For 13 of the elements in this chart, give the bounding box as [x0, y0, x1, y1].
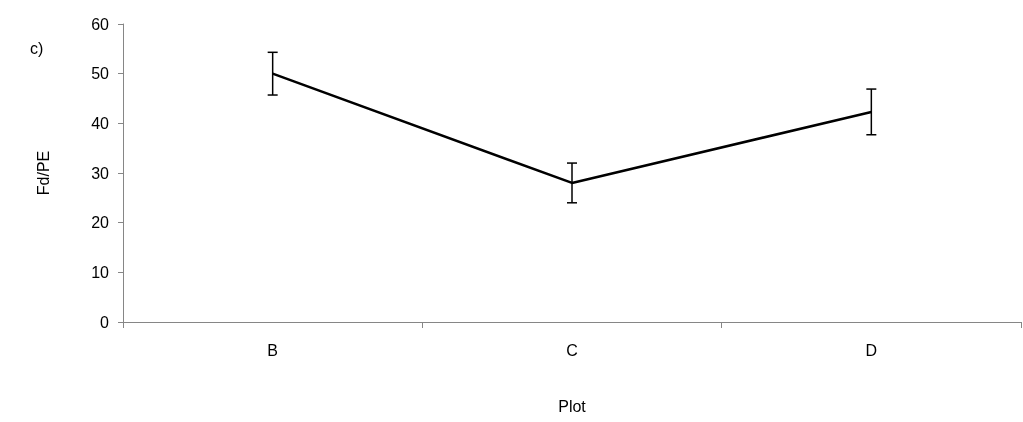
y-tick-label: 40 — [91, 114, 110, 132]
x-tick-label: B — [267, 341, 278, 359]
y-tick-label: 10 — [91, 263, 110, 281]
text: c) — [30, 39, 44, 57]
y-tick-label: 60 — [91, 15, 110, 33]
y-tick-label: 0 — [100, 313, 110, 331]
y-tick-label: 30 — [91, 164, 110, 182]
x-tick-label: C — [566, 341, 578, 359]
x-axis-title: Plot — [558, 397, 587, 415]
x-tick-label: D — [865, 341, 878, 359]
y-tick-label: 50 — [91, 65, 110, 83]
y-axis-title: Fd/PE — [34, 150, 52, 196]
y-tick-label: 20 — [91, 214, 110, 232]
